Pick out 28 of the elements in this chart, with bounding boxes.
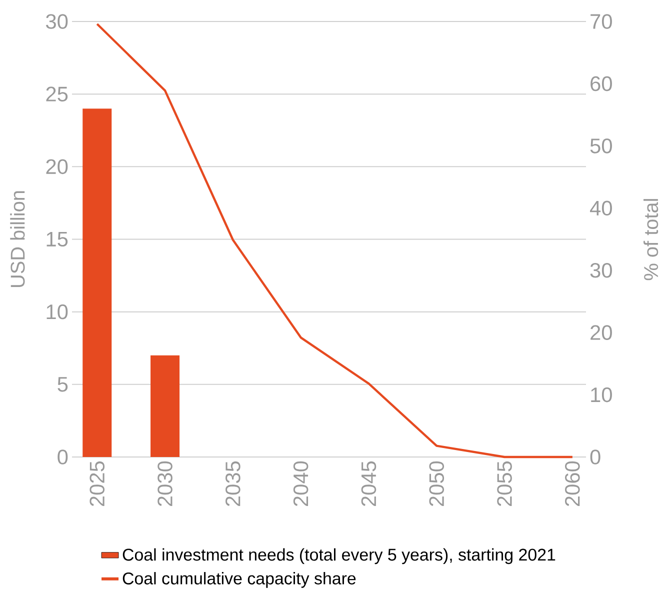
y-axis-title: USD billion [10,191,25,287]
y2-tick-label: 50 [590,138,612,154]
y2-axis-title: % of total [643,199,658,280]
y-tick-label: 20 [46,159,68,174]
x-tick-label: 2060 [565,461,580,506]
x-tick-label: 2040 [293,461,308,506]
y-tick-label: 0 [58,450,68,464]
x-tick-label: 2025 [90,461,105,506]
y2-tick-label: 30 [590,262,612,278]
y2-tick-label: 40 [590,200,612,216]
y2-tick-label: 10 [591,387,612,402]
legend-label: Coal cumulative capacity share [122,572,356,588]
x-tick-label: 2035 [226,461,240,506]
y2-tick-label: 60 [590,76,612,92]
x-tick-label: 2030 [158,461,172,506]
y-tick-label: 15 [46,232,68,247]
y-tick-label: 30 [46,14,68,29]
x-tick-label: 2055 [497,461,512,506]
x-tick-label: 2045 [361,461,376,506]
y2-tick-label: 0 [590,450,600,464]
y-tick-label: 10 [46,304,68,320]
y2-tick-label: 70 [590,14,612,29]
legend-label: Coal investment needs (total every 5 years), starting 2021 [122,548,556,564]
x-tick-label: 2050 [429,461,444,506]
y-tick-label: 5 [58,377,68,392]
y-tick-label: 25 [46,86,68,102]
line-series [96,22,574,458]
y2-tick-label: 20 [590,325,612,340]
